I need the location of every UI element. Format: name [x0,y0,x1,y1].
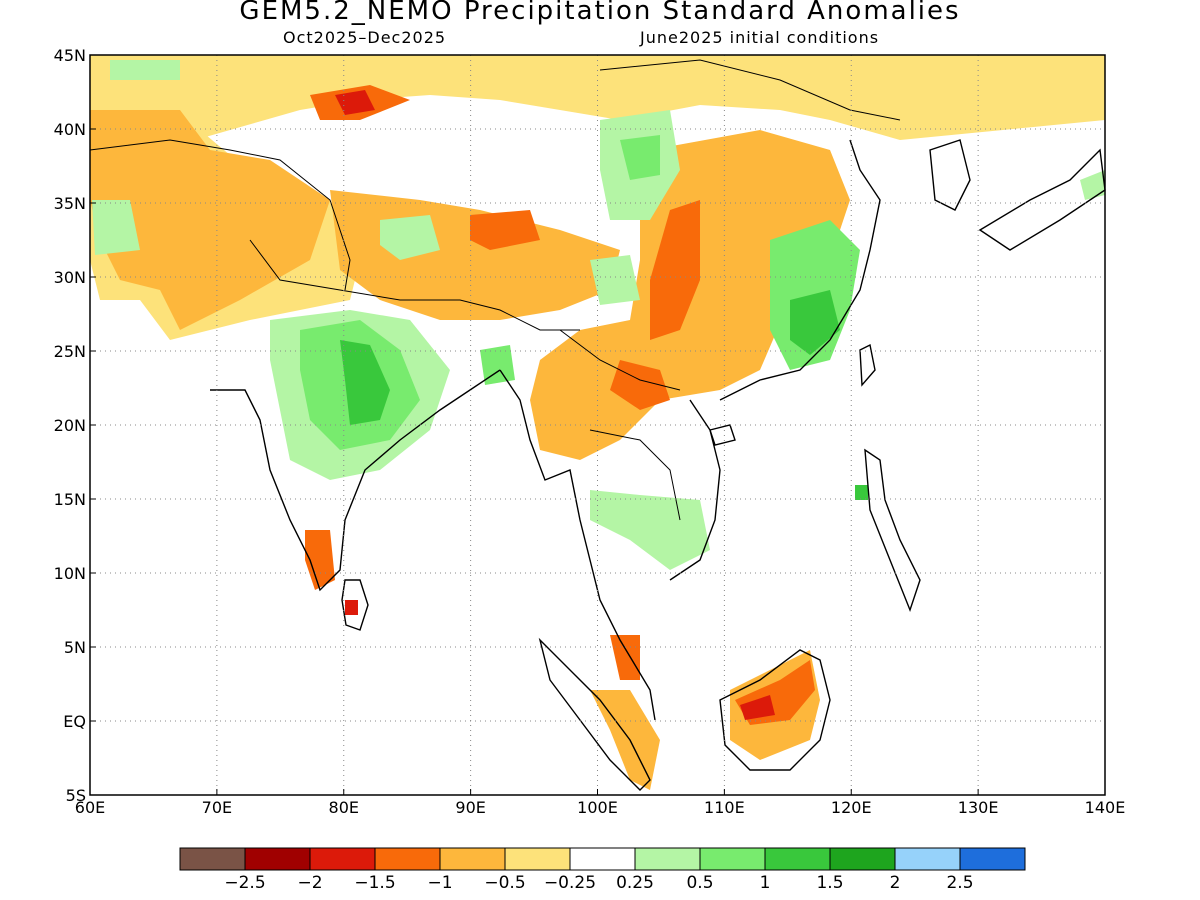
lon-tick-label: 110E [704,798,745,817]
colorbar-swatch [699,847,766,871]
graticule [90,55,1105,795]
south-india-dry [305,530,335,590]
anomaly-field [90,55,1105,790]
indochina-coast [499,369,656,721]
colorbar-swatch [244,847,311,871]
bangladesh-wet [480,345,515,385]
borneo [719,649,831,771]
korea [929,139,971,211]
colorbar-swatch [764,847,831,871]
lon-tick-label: 60E [75,798,105,817]
colorbar-swatch [894,847,961,871]
lon-tick-label: 140E [1085,798,1126,817]
japan-dry [1080,170,1105,200]
cambodia-wet [590,490,710,570]
colorbar: −2.5 −2 −1.5 −1 −0.5 −0.25 0.25 0.5 1 1.5 2 2.5 [179,847,1026,893]
colorbar-label: 1 [760,873,771,893]
himalaya-dry-strong [470,210,540,250]
lat-tick-label: EQ [63,712,86,731]
himalaya-dry [330,190,620,320]
lon-tick-label: 70E [202,798,232,817]
coastlines [210,139,1106,791]
colorbar-swatch [439,847,506,871]
kazakhstan-wet [110,60,180,80]
axis-ticks: 60E 70E 80E 90E 100E 110E 120E 130E 140E 45N 40N 35… [54,46,1126,817]
colorbar-label: 2 [890,873,901,893]
lon-tick-label: 120E [831,798,872,817]
borneo-dry-red [740,695,775,720]
lon-tick-label: 130E [958,798,999,817]
north-china-wet-strong [620,135,660,180]
colorbar-swatch [829,847,896,871]
philippines-wet [855,485,868,500]
sri-lanka-dry [345,600,358,615]
lat-tick-label: 5N [64,638,86,657]
vietnam-coast [669,399,721,581]
lat-tick-label: 20N [54,416,86,435]
colorbar-label: −1.5 [354,873,395,893]
china-coast [719,139,881,401]
forecast-period: Oct2025–Dec2025 [283,28,447,47]
southwest-china-wet [590,255,640,305]
japan [978,148,1106,251]
borders [89,59,901,521]
initial-conditions: June2025 initial conditions [640,28,880,47]
lat-tick-label: 5S [66,786,86,805]
colorbar-label: −2.5 [224,873,265,893]
lat-tick-label: 40N [54,120,86,139]
colorbar-swatch [179,847,246,871]
taiwan [859,343,876,387]
malaya-dry [610,635,640,680]
lon-tick-label: 80E [329,798,359,817]
lon-tick-label: 100E [577,798,618,817]
lon-tick-label: 90E [455,798,485,817]
lat-tick-label: 15N [54,490,86,509]
colorbar-label: 0.5 [686,873,713,893]
tibet-wet [380,215,440,260]
colorbar-label: −1 [427,873,452,893]
south-china-dry-strong [650,200,700,340]
west-asia-dry-orange [90,110,330,330]
central-india-wet-core [340,340,390,425]
north-belt-dry [90,55,1105,150]
colorbar-swatch [374,847,441,871]
lat-tick-label: 35N [54,194,86,213]
colorbar-swatch [504,847,571,871]
colorbar-swatch [634,847,701,871]
map-title: GEM5.2_NEMO Precipitation Standard Anoma… [239,0,961,26]
colorbar-label: 1.5 [816,873,843,893]
india-coast [210,369,501,592]
colorbar-swatch [309,847,376,871]
lat-tick-label: 10N [54,564,86,583]
hainan [709,424,736,446]
colorbar-label: −0.25 [544,873,596,893]
philippines [864,448,921,613]
sri-lanka [341,579,369,631]
southeast-china-wet-strong [790,290,840,355]
mongolia-dry-red [335,90,375,115]
colorbar-swatch [959,847,1026,871]
colorbar-label: −0.5 [484,873,525,893]
colorbar-label: 0.25 [616,873,654,893]
lat-tick-label: 30N [54,268,86,287]
iran-wet [92,200,140,255]
colorbar-label: 2.5 [946,873,973,893]
sumatra [538,637,651,791]
colorbar-label: −2 [297,873,322,893]
lat-tick-label: 25N [54,342,86,361]
lat-tick-label: 45N [54,46,86,65]
colorbar-swatch [569,847,636,871]
